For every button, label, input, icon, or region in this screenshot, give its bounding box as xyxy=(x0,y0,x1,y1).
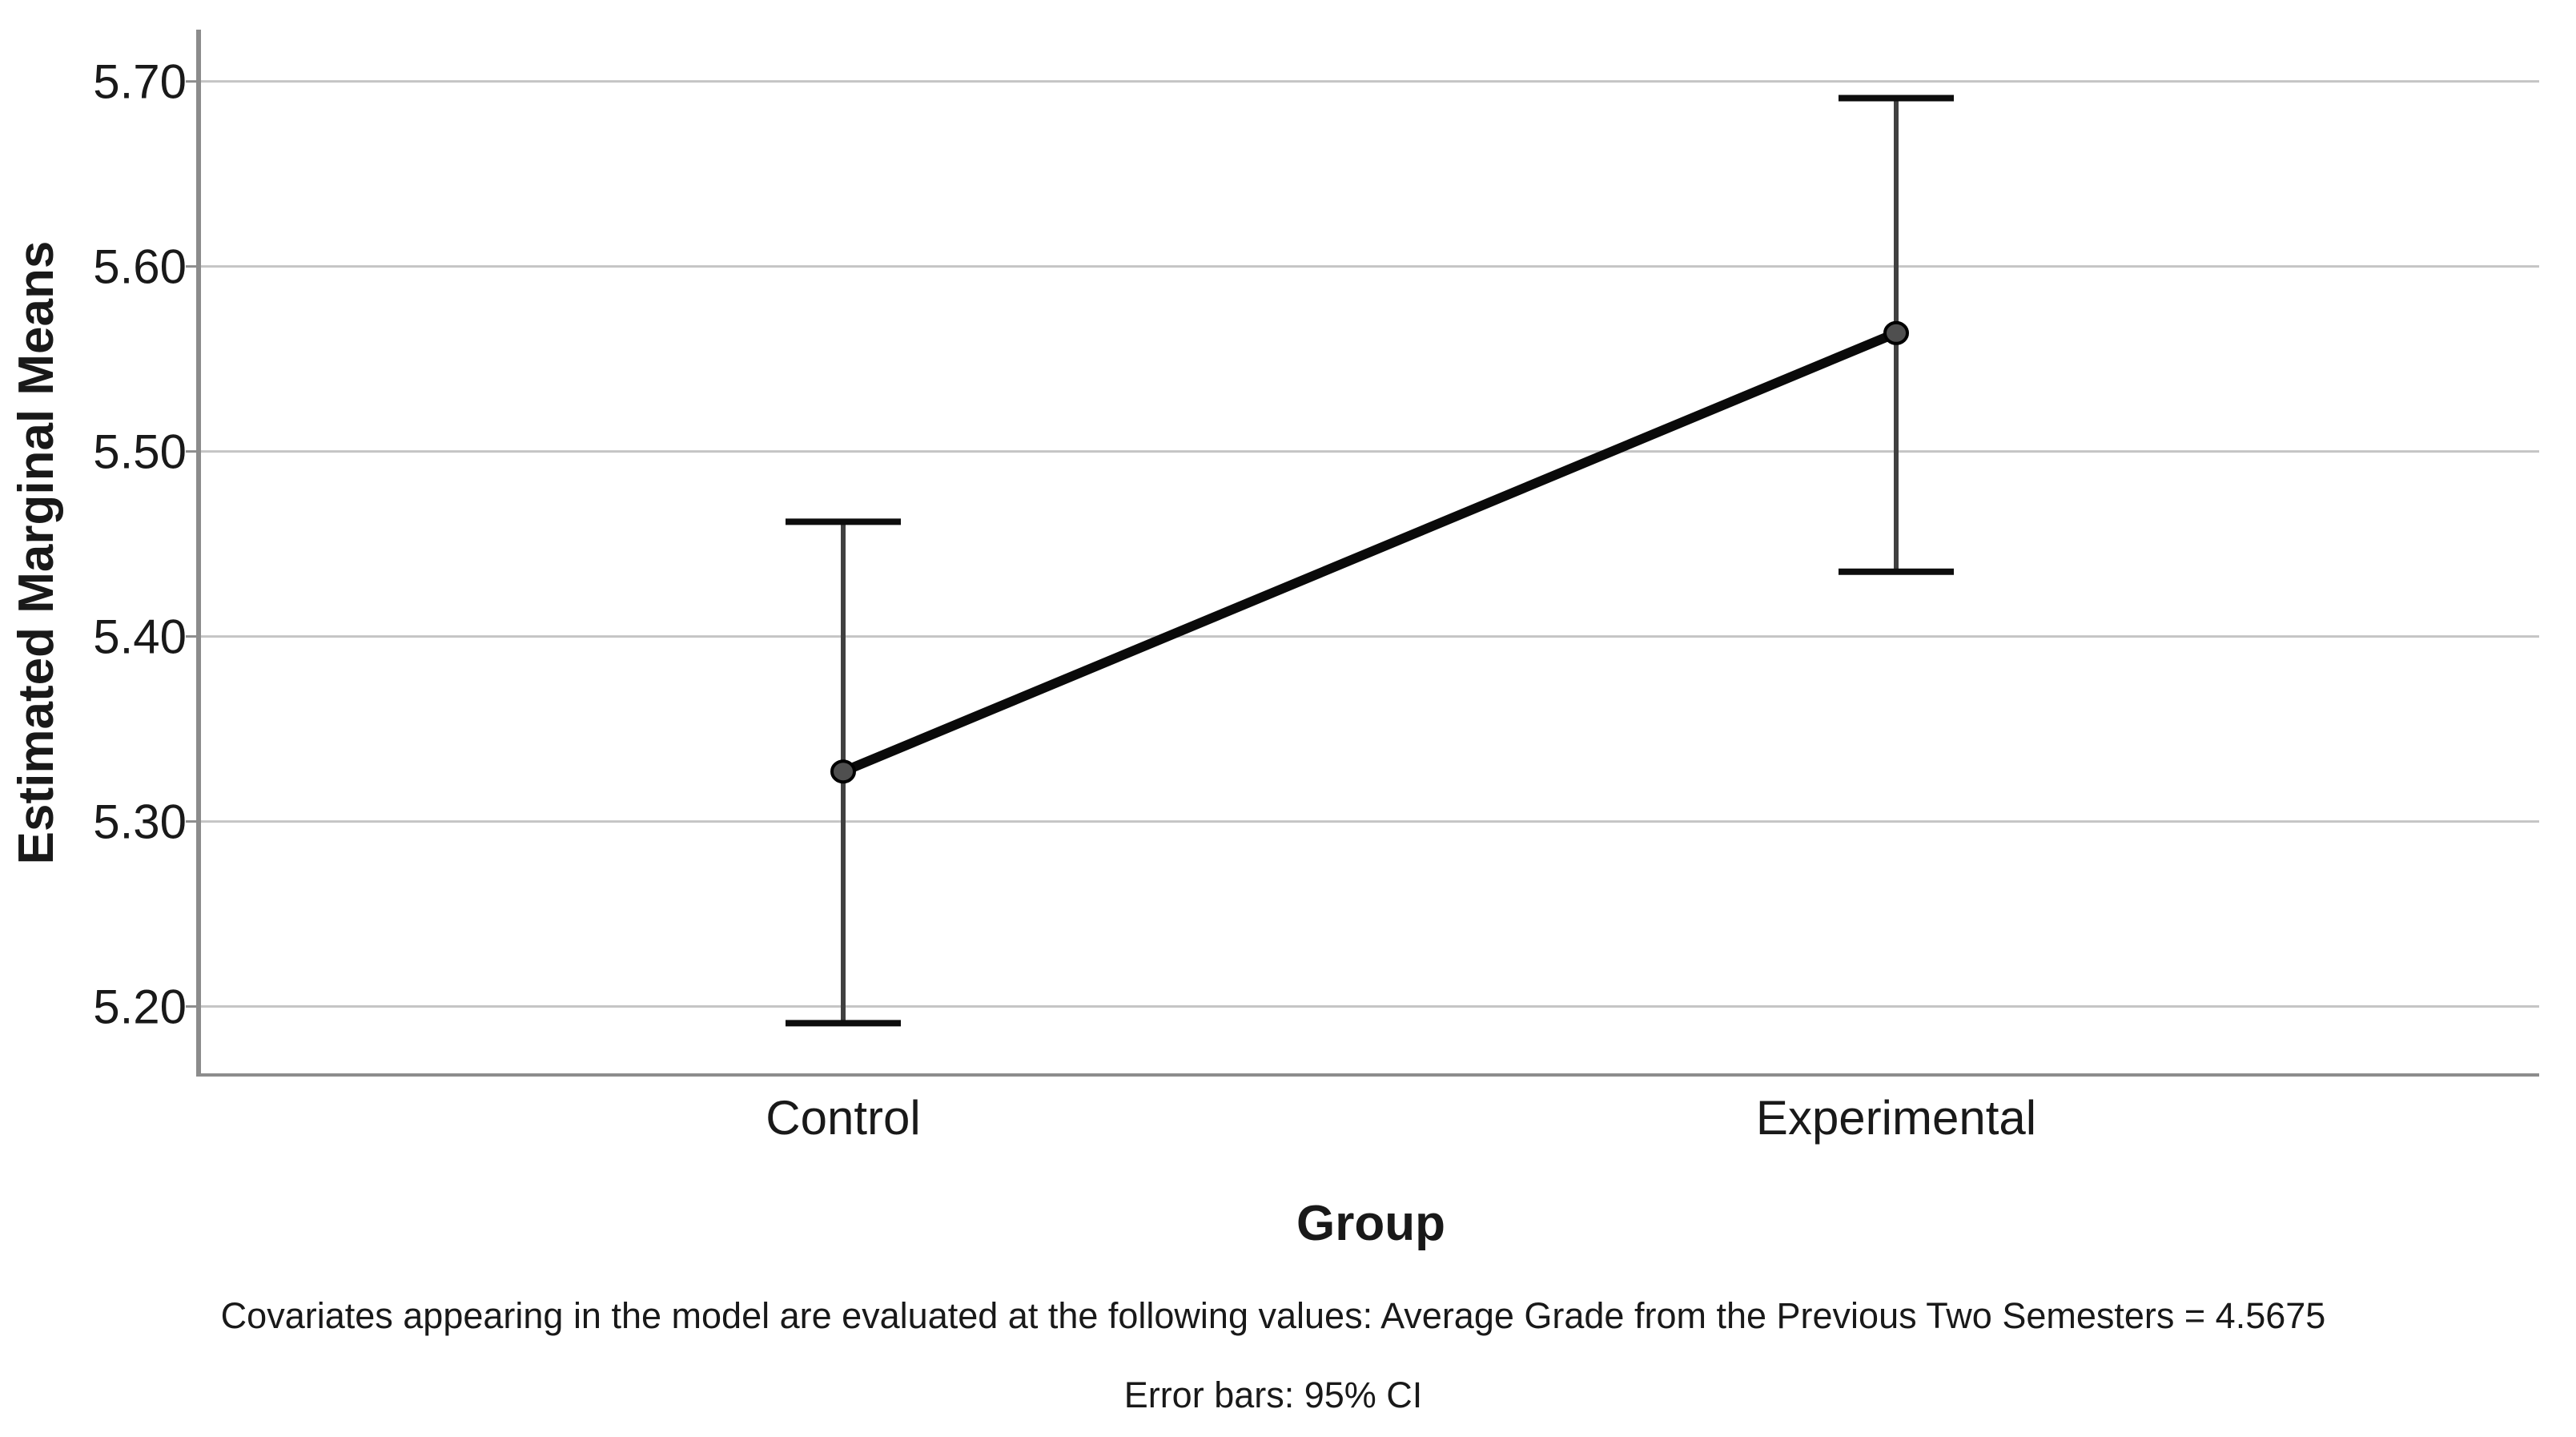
y-tick-label-5.30: 5.30 xyxy=(93,795,187,849)
series-line xyxy=(838,328,1901,777)
y-tick-label-5.40: 5.40 xyxy=(93,610,187,664)
y-tick-label-5.60: 5.60 xyxy=(93,240,187,294)
x-category-label-control: Control xyxy=(766,1091,920,1145)
series-layer xyxy=(786,95,1954,1027)
x-category-label-experimental: Experimental xyxy=(1756,1091,2036,1145)
y-tick-label-5.70: 5.70 xyxy=(93,55,187,109)
y-axis-title: Estimated Marginal Means xyxy=(9,241,64,865)
mean-marker-experimental xyxy=(1883,320,1909,345)
covariates-footnote: Covariates appearing in the model are ev… xyxy=(221,1295,2326,1336)
tick-label-layer: 5.20 5.30 5.40 5.50 5.60 5.70 Control Experimen… xyxy=(93,55,2036,1145)
gridline-layer xyxy=(199,80,2539,1008)
x-axis-title: Group xyxy=(1296,1196,1445,1251)
axes-layer xyxy=(186,30,2539,1077)
mean-marker-control xyxy=(830,759,856,784)
y-tick-label-5.20: 5.20 xyxy=(93,980,187,1034)
y-tick-label-5.50: 5.50 xyxy=(93,425,187,479)
error-bars-footnote: Error bars: 95% CI xyxy=(1124,1375,1423,1415)
